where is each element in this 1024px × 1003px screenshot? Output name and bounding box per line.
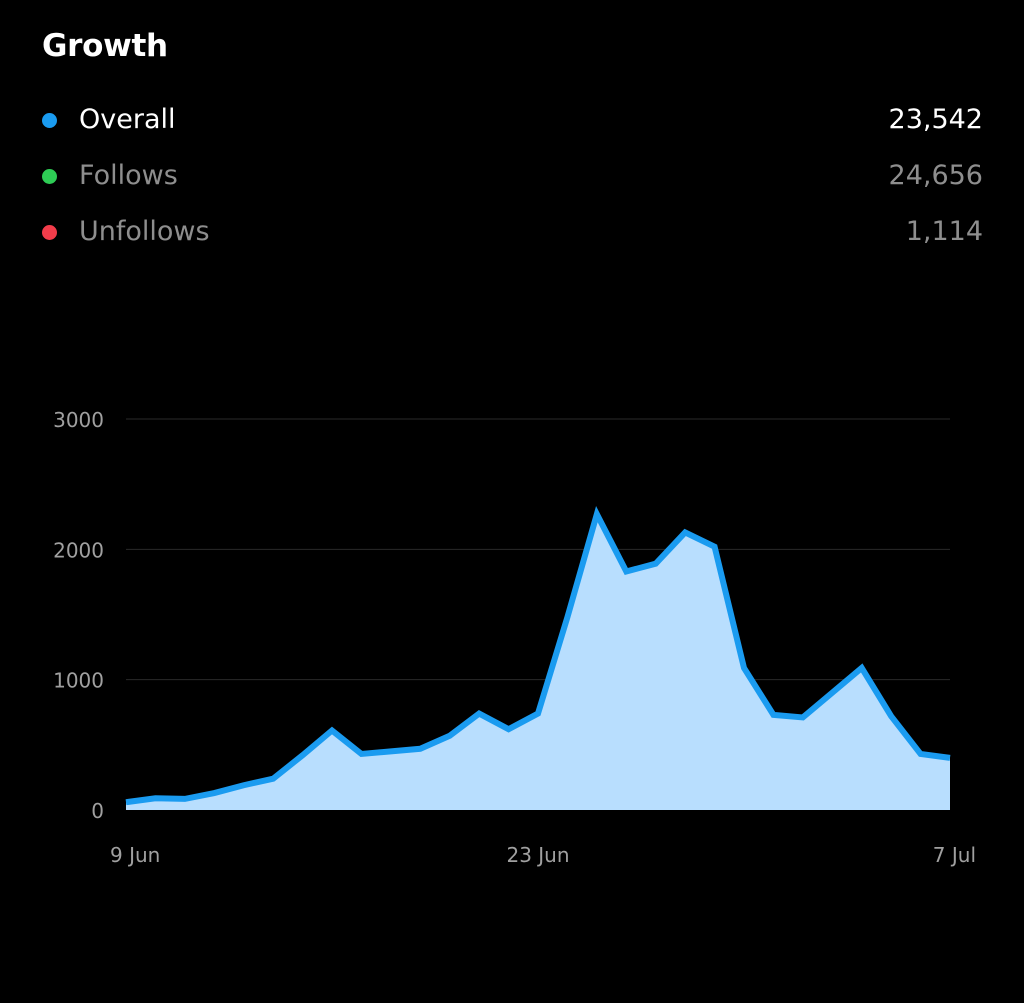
legend-label: Follows — [79, 160, 178, 191]
overall-dot-icon — [42, 113, 57, 128]
unfollows-dot-icon — [42, 225, 57, 240]
legend-item-unfollows[interactable]: Unfollows 1,114 — [42, 206, 983, 262]
area-fill — [126, 514, 950, 810]
y-tick-label: 3000 — [53, 408, 104, 432]
y-tick-label: 2000 — [53, 538, 104, 562]
chart-title: Growth — [42, 28, 168, 64]
x-tick-label: 7 Jul — [933, 843, 976, 867]
legend-label: Overall — [79, 104, 176, 135]
legend: Overall 23,542 Follows 24,656 Unfollows … — [42, 94, 983, 262]
y-tick-label: 1000 — [53, 669, 104, 693]
series-line-overall — [125, 506, 951, 806]
legend-value: 1,114 — [905, 216, 983, 247]
legend-label: Unfollows — [79, 216, 210, 247]
legend-item-follows[interactable]: Follows 24,656 — [42, 150, 983, 206]
legend-value: 24,656 — [888, 160, 983, 191]
follows-dot-icon — [42, 169, 57, 184]
x-tick-label: 9 Jun — [110, 843, 160, 867]
legend-item-overall[interactable]: Overall 23,542 — [42, 94, 983, 150]
x-tick-label: 23 Jun — [506, 843, 569, 867]
y-tick-label: 0 — [91, 799, 104, 823]
legend-value: 23,542 — [888, 104, 983, 135]
